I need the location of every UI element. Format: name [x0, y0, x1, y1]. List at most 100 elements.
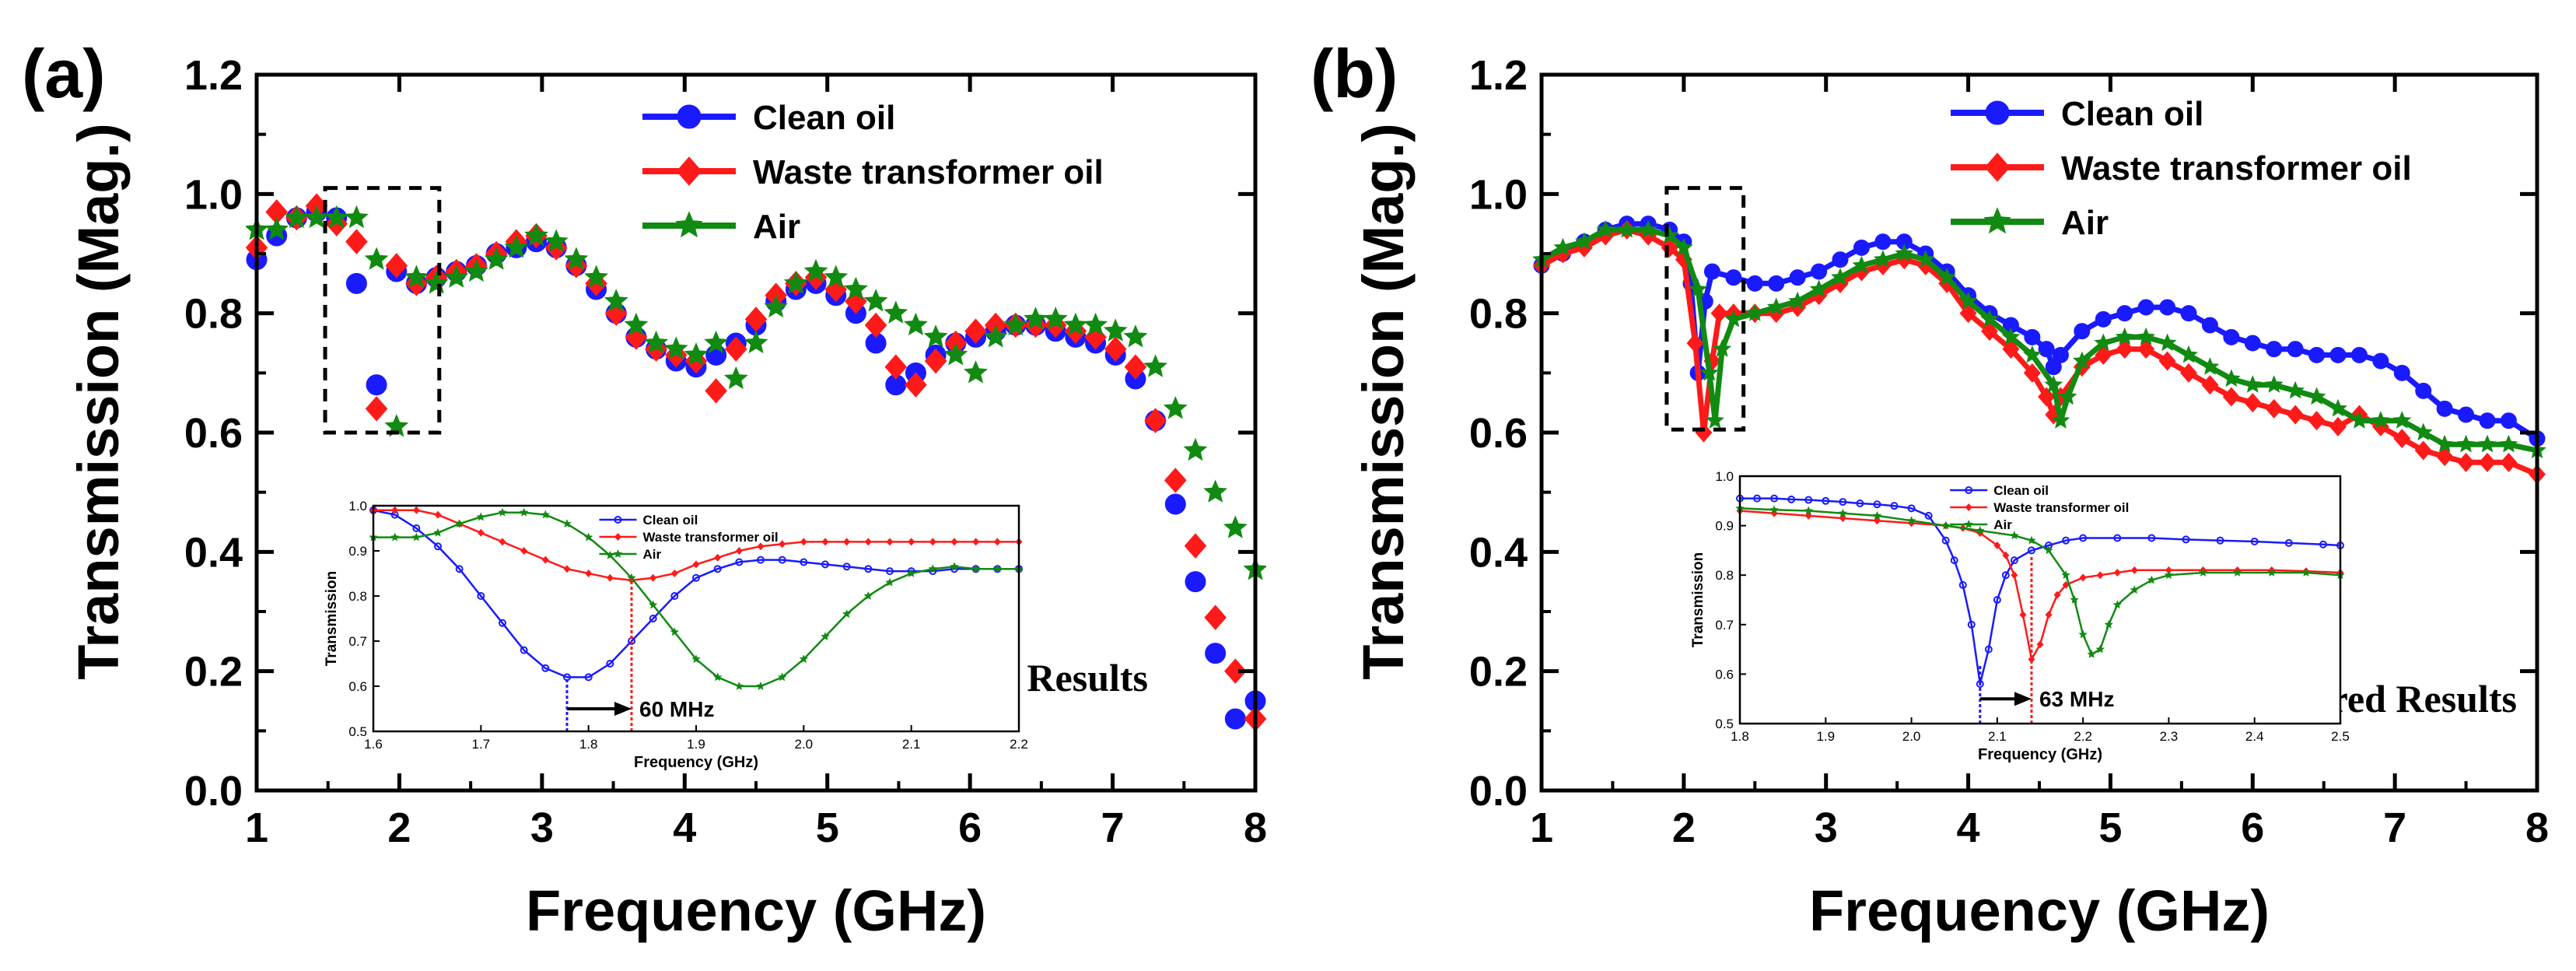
inset-data-point [928, 564, 937, 573]
inset-data-point [800, 538, 807, 546]
inset-data-point [778, 672, 787, 682]
x-tick-label: 6 [958, 804, 982, 851]
data-point [2179, 345, 2198, 363]
inset-data-point [1967, 620, 1976, 629]
data-point [964, 318, 987, 344]
data-point [2499, 434, 2518, 453]
inset-data-point [2028, 655, 2035, 664]
inset-y-axis-label: Transmission [1690, 552, 1706, 648]
inset-data-point [1770, 494, 1779, 503]
inset-data-point [950, 538, 958, 546]
inset-x-axis-label: Frequency (GHz) [634, 754, 758, 771]
data-point [1789, 269, 1806, 286]
data-point [324, 205, 349, 229]
inset-legend-label: Air [1993, 517, 2012, 532]
inset-data-point [1769, 505, 1779, 514]
x-axis-label: Frequency (GHz) [1809, 878, 2270, 943]
inset-legend-marker [1965, 503, 1972, 511]
inset-data-point [1976, 680, 1984, 689]
inset-data-point [2096, 571, 2104, 580]
legend-label: Air [753, 208, 800, 246]
inset-data-point [1958, 580, 1967, 589]
inset-data-point [390, 532, 400, 542]
data-point [404, 265, 429, 288]
data-point [1853, 239, 1870, 256]
inset-data-point [520, 547, 528, 555]
y-tick-label: 1.2 [1469, 52, 1528, 99]
inset-chart: 60 MHz 1.6 1.7 1.8 1.9 2.0 2.1 2.2 0.5 0.6 0.7 0.8 0… [324, 499, 1028, 771]
data-point [1703, 263, 1720, 280]
inset-data-point [1822, 496, 1830, 505]
legend-label: Waste transformer oil [2061, 149, 2412, 188]
data-point [2038, 387, 2056, 407]
highlight-box [1664, 186, 1746, 432]
data-point [663, 336, 688, 359]
data-point [1575, 232, 1594, 250]
data-point [2222, 369, 2241, 387]
inset-data-point [992, 564, 1002, 573]
data-point [1811, 263, 1828, 280]
inset-y-tick-label: 0.8 [348, 589, 367, 604]
data-point [2372, 352, 2389, 370]
data-point [2435, 434, 2454, 453]
inset-data-point [2130, 566, 2138, 574]
data-point [544, 229, 569, 252]
data-point [1205, 643, 1227, 664]
data-point [2115, 327, 2134, 345]
inset-data-point [2010, 556, 2018, 565]
inset-data-point [562, 519, 572, 528]
data-point [1104, 336, 1127, 362]
panel-label: (a) [22, 35, 106, 112]
inset-data-point [821, 538, 829, 546]
inset-data-point [1872, 510, 1882, 520]
data-point [2180, 305, 2197, 322]
inset-data-point [2130, 585, 2139, 594]
data-point [2329, 398, 2347, 417]
data-point [2073, 351, 2091, 370]
inset-data-point [649, 600, 658, 609]
inset-y-tick-label: 0.8 [1715, 568, 1734, 583]
inset-data-point [1753, 494, 1762, 503]
data-point [1724, 309, 1743, 328]
inset-data-point [2095, 644, 2105, 654]
data-point [1144, 408, 1167, 433]
data-point [1768, 275, 1785, 292]
inset-data-point [908, 538, 915, 546]
data-point [1143, 354, 1168, 377]
data-point [2222, 387, 2240, 407]
y-tick-label: 0.4 [1469, 529, 1528, 576]
inset-data-point [498, 507, 507, 517]
inset-data-point [971, 564, 981, 573]
data-point [385, 253, 408, 279]
data-point [2244, 393, 2262, 413]
data-point [2350, 346, 2368, 363]
data-point [1639, 219, 1657, 238]
legend-label: Air [2061, 204, 2109, 242]
data-point [1660, 226, 1679, 244]
inset-legend-marker [1965, 486, 1973, 494]
data-point [1224, 708, 1246, 730]
data-point [1184, 533, 1207, 559]
data-point [744, 330, 768, 354]
inset-data-point [1787, 495, 1796, 503]
data-point [1063, 312, 1088, 336]
data-point [2095, 310, 2112, 328]
inset-y-tick-label: 0.5 [348, 724, 367, 739]
inset-data-point [520, 507, 529, 517]
data-point [1203, 479, 1228, 503]
data-point [2393, 364, 2410, 381]
inset-data-point [2301, 568, 2311, 577]
inset-data-point [2147, 534, 2156, 542]
inset-data-point [627, 573, 636, 582]
data-point [2457, 452, 2475, 472]
inset-data-point [2284, 538, 2293, 547]
inset-legend-label: Waste transformer oil [643, 530, 779, 545]
inset-x-tick-label: 2.5 [2331, 729, 2350, 744]
inset-data-point [735, 558, 744, 566]
data-point [2266, 341, 2283, 358]
inset-x-tick-label: 2.0 [1902, 729, 1921, 744]
shift-label: 60 MHz [639, 697, 714, 721]
inset-data-point [412, 524, 421, 532]
inset-data-point [520, 646, 528, 654]
inset-data-point [649, 573, 657, 582]
